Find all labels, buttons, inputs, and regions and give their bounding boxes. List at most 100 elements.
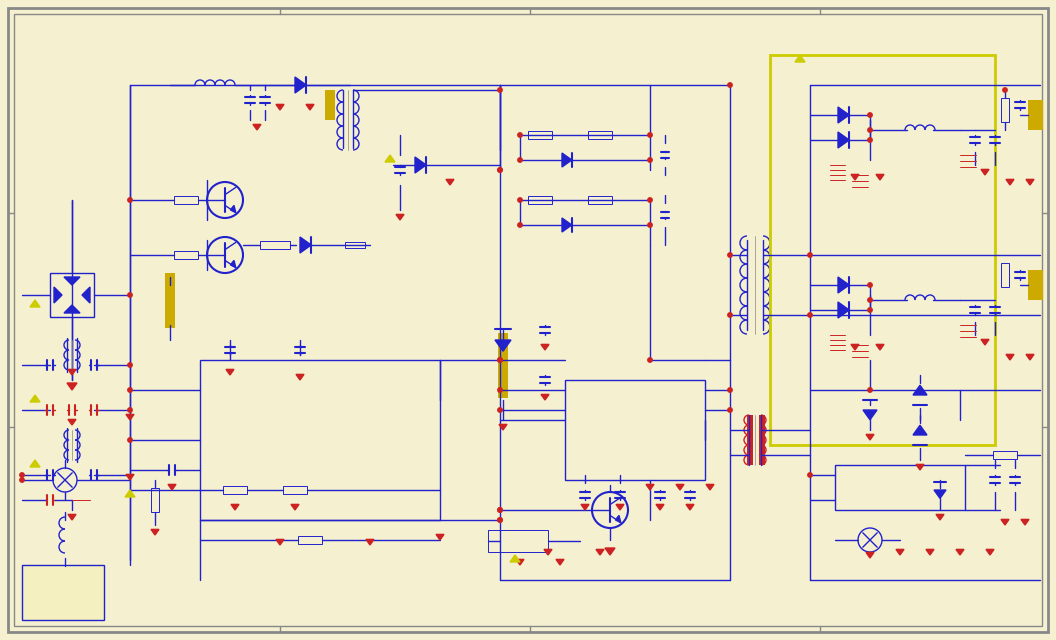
Polygon shape — [68, 369, 76, 375]
Circle shape — [20, 478, 24, 482]
Circle shape — [868, 298, 872, 302]
Bar — [835, 465, 965, 510]
Bar — [345, 242, 365, 248]
Polygon shape — [605, 548, 615, 555]
Circle shape — [517, 223, 523, 227]
Bar — [528, 196, 552, 204]
Polygon shape — [436, 534, 444, 540]
Polygon shape — [30, 395, 40, 402]
Circle shape — [808, 473, 812, 477]
Bar — [498, 333, 508, 398]
Bar — [325, 90, 335, 120]
Polygon shape — [82, 287, 90, 303]
Circle shape — [20, 473, 24, 477]
Polygon shape — [126, 415, 134, 420]
Polygon shape — [366, 540, 374, 545]
Circle shape — [128, 438, 132, 442]
Polygon shape — [30, 300, 40, 307]
Polygon shape — [67, 383, 77, 390]
Polygon shape — [495, 340, 511, 351]
Polygon shape — [295, 77, 306, 93]
Bar — [50, 273, 94, 317]
Polygon shape — [64, 305, 80, 313]
Polygon shape — [936, 515, 944, 520]
Bar — [1001, 263, 1008, 287]
Polygon shape — [916, 465, 924, 470]
Polygon shape — [64, 277, 80, 285]
Polygon shape — [230, 205, 235, 212]
Circle shape — [497, 168, 503, 172]
Circle shape — [868, 138, 872, 142]
Circle shape — [728, 313, 732, 317]
Circle shape — [868, 113, 872, 117]
Polygon shape — [656, 504, 664, 510]
Polygon shape — [125, 490, 135, 497]
Circle shape — [128, 408, 132, 412]
Polygon shape — [913, 425, 927, 435]
Bar — [488, 530, 548, 552]
Polygon shape — [596, 549, 604, 555]
Polygon shape — [30, 460, 40, 467]
Polygon shape — [1001, 520, 1008, 525]
Polygon shape — [866, 552, 874, 558]
Circle shape — [868, 128, 872, 132]
Polygon shape — [291, 504, 299, 510]
Polygon shape — [863, 410, 876, 420]
Polygon shape — [956, 549, 964, 555]
Bar — [298, 536, 322, 544]
Polygon shape — [296, 374, 304, 380]
Polygon shape — [616, 504, 624, 510]
Polygon shape — [1006, 355, 1014, 360]
Polygon shape — [981, 170, 989, 175]
Polygon shape — [646, 484, 654, 490]
Circle shape — [517, 133, 523, 137]
Circle shape — [497, 88, 503, 92]
Circle shape — [728, 388, 732, 392]
Bar — [260, 241, 290, 249]
Polygon shape — [851, 174, 859, 180]
Polygon shape — [913, 385, 927, 395]
Circle shape — [808, 313, 812, 317]
Circle shape — [728, 253, 732, 257]
Circle shape — [497, 508, 503, 512]
Polygon shape — [1006, 179, 1014, 185]
Bar — [174, 251, 199, 259]
Bar — [770, 55, 995, 445]
Polygon shape — [895, 549, 904, 555]
Circle shape — [497, 388, 503, 392]
Polygon shape — [226, 369, 234, 375]
Bar — [565, 380, 705, 480]
Polygon shape — [385, 155, 395, 162]
Polygon shape — [306, 104, 314, 110]
Polygon shape — [581, 504, 589, 510]
Bar — [1027, 270, 1043, 300]
Bar — [223, 486, 247, 494]
Bar — [528, 131, 552, 139]
Circle shape — [647, 358, 653, 362]
Polygon shape — [986, 549, 994, 555]
Polygon shape — [562, 153, 571, 167]
Circle shape — [497, 518, 503, 522]
Polygon shape — [1026, 179, 1034, 185]
Circle shape — [1003, 88, 1007, 92]
Bar — [165, 273, 175, 328]
Polygon shape — [686, 504, 694, 510]
Polygon shape — [706, 484, 714, 490]
Bar — [588, 196, 612, 204]
Bar — [283, 486, 307, 494]
Polygon shape — [231, 504, 239, 510]
Bar — [22, 565, 103, 620]
Polygon shape — [838, 302, 849, 318]
Polygon shape — [300, 237, 312, 253]
Polygon shape — [541, 394, 549, 400]
Circle shape — [517, 158, 523, 162]
Circle shape — [497, 508, 503, 512]
Polygon shape — [168, 484, 176, 490]
Polygon shape — [54, 287, 62, 303]
Polygon shape — [876, 344, 884, 350]
Polygon shape — [562, 218, 571, 232]
Polygon shape — [876, 174, 884, 180]
Circle shape — [128, 363, 132, 367]
Circle shape — [497, 408, 503, 412]
Polygon shape — [151, 529, 159, 535]
